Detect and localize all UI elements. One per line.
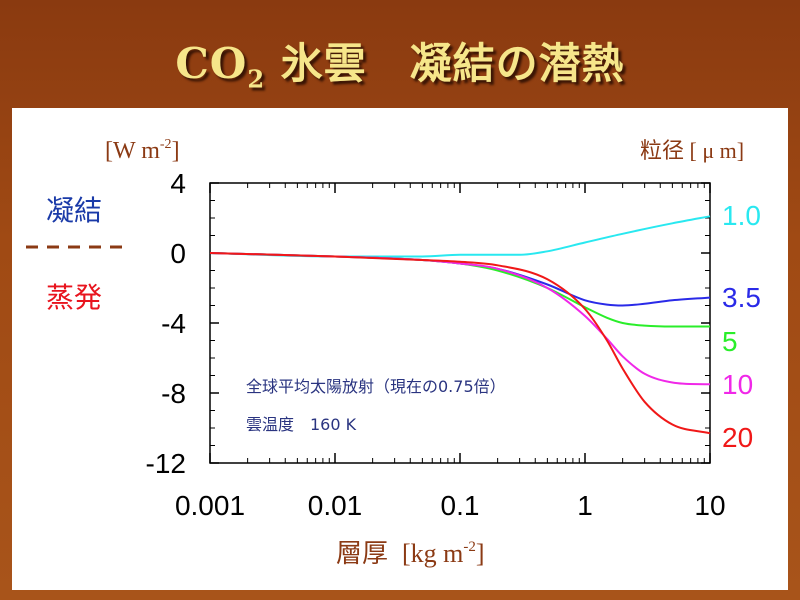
annotation-solar: 全球平均太陽放射（現在の0.75倍）: [246, 377, 506, 396]
y-tick-label: -4: [161, 308, 186, 339]
series-label-20: 20: [722, 422, 753, 453]
y-tick-label: 0: [170, 238, 186, 269]
series-line-10: [209, 252, 711, 386]
x-axis-label: 層厚 [kg m-2]: [336, 539, 485, 569]
y-axis-unit: [W m-2]: [105, 137, 180, 164]
x-tick-label: 0.001: [175, 490, 245, 521]
x-tick-label: 1: [577, 490, 593, 521]
chart-panel: [12, 108, 788, 590]
series-line-20: [209, 252, 711, 435]
y-tick-label: -8: [161, 378, 186, 409]
slide-title: CO2 氷雲 凝結の潜熱: [0, 30, 800, 93]
title-main: CO: [175, 39, 248, 88]
series-label-1.0: 1.0: [722, 200, 761, 231]
title-rest: 氷雲 凝結の潜熱: [265, 39, 625, 88]
particle-size-unit: 粒径 [ μ m]: [640, 138, 744, 163]
title-subscript: 2: [247, 64, 266, 94]
series-line-1.0: [209, 215, 711, 258]
series-label-3.5: 3.5: [722, 282, 761, 313]
y-tick-label: -12: [146, 448, 186, 479]
x-tick-label: 0.01: [308, 490, 363, 521]
series-label-5: 5: [722, 326, 738, 357]
y-tick-label: 4: [170, 168, 186, 199]
condensation-label: 凝結: [46, 194, 102, 227]
x-tick-label: 10: [694, 490, 725, 521]
evaporation-label: 蒸発: [46, 281, 102, 314]
annotation-temperature: 雲温度 160 K: [246, 415, 357, 434]
series-label-10: 10: [722, 369, 753, 400]
x-tick-label: 0.1: [441, 490, 480, 521]
